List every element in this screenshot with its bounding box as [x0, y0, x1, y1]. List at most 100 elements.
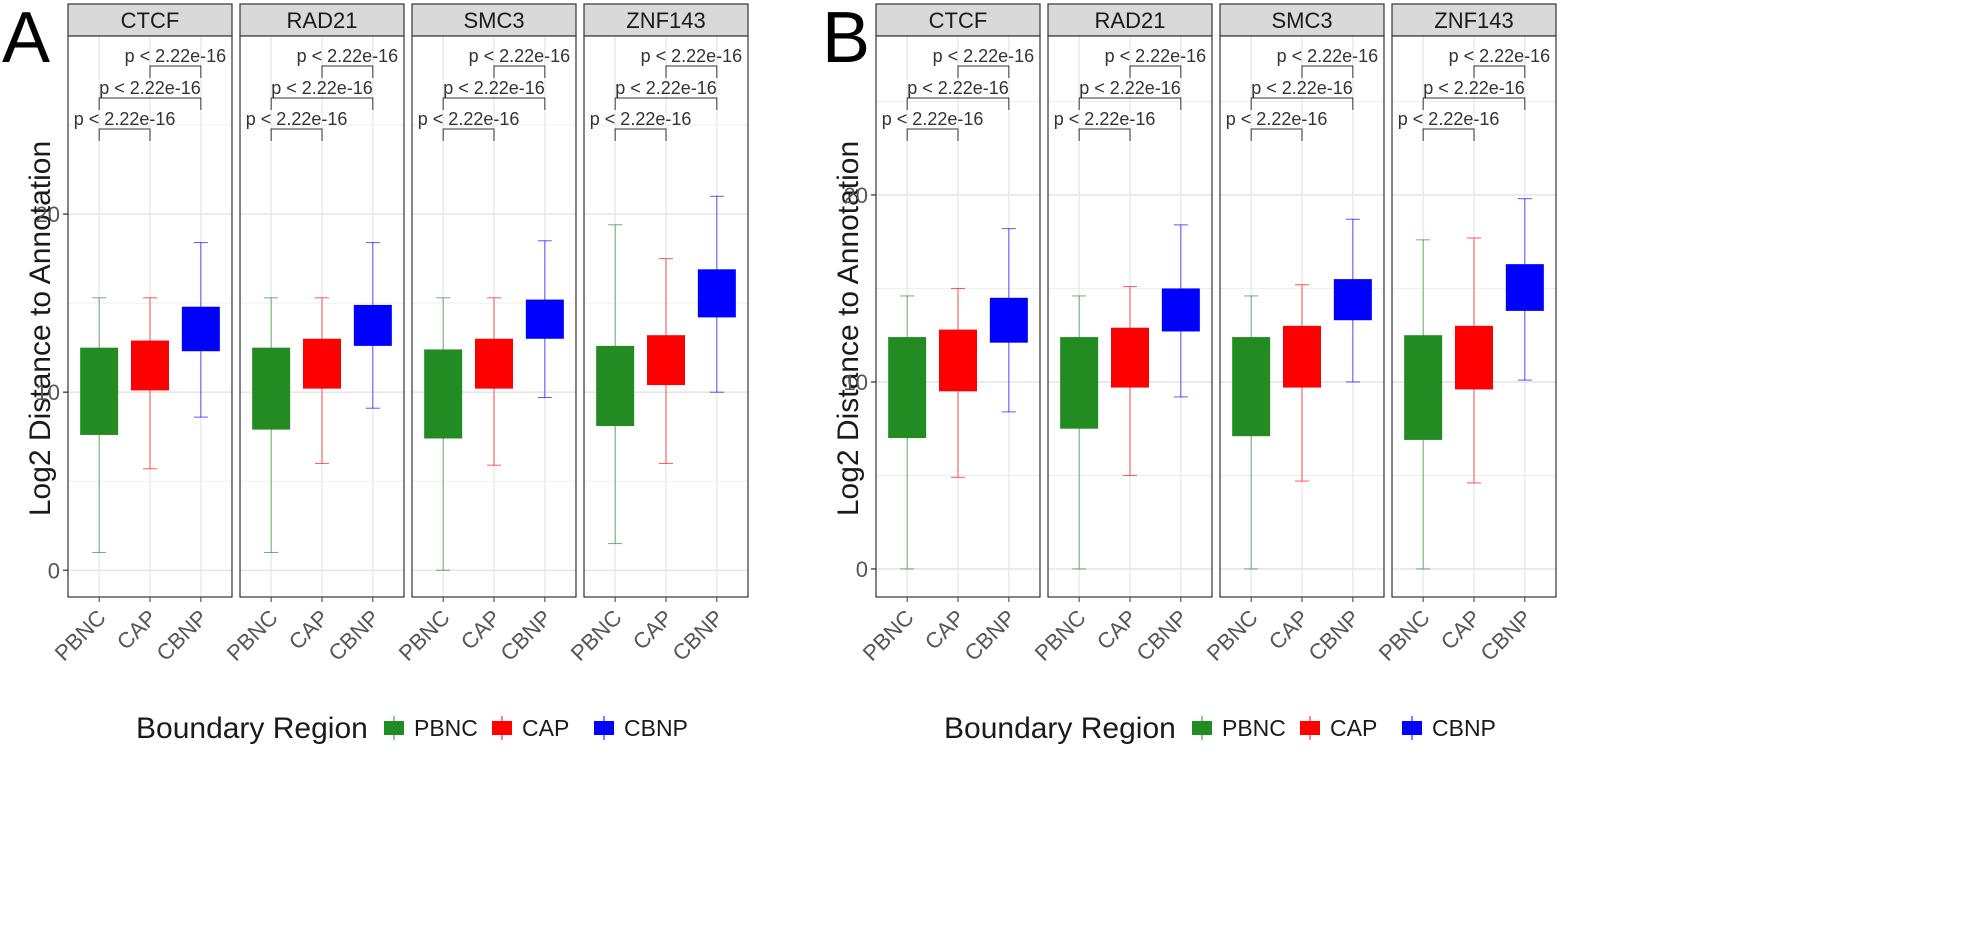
x-tick-label: CBNP [667, 605, 728, 666]
legend-item-label: PBNC [414, 715, 478, 741]
x-tick-label: PBNC [50, 605, 111, 666]
significance-bracket [149, 65, 202, 78]
box-pbnc [1232, 337, 1271, 437]
box-pbnc [424, 349, 463, 439]
significance-bracket [98, 128, 151, 141]
x-tick-label: CBNP [1131, 605, 1192, 666]
box-pbnc [1404, 335, 1443, 440]
box-cap [475, 338, 513, 389]
significance-bracket [1250, 128, 1303, 141]
facet-title: CTCF [121, 8, 180, 33]
box-pbnc [596, 345, 635, 427]
significance-bracket [614, 128, 667, 141]
p-value-label: p < 2.22e-16 [443, 78, 545, 98]
significance-bracket [906, 128, 959, 141]
p-value-label: p < 2.22e-16 [1449, 46, 1551, 66]
p-value-label: p < 2.22e-16 [641, 46, 743, 66]
legend-item-label: CAP [522, 715, 569, 741]
significance-bracket [1301, 65, 1354, 78]
x-tick-label: PBNC [566, 605, 627, 666]
box-pbnc [1060, 337, 1099, 429]
box-pbnc [252, 347, 291, 430]
legend-item-label: PBNC [1222, 715, 1286, 741]
legend-item-label: CAP [1330, 715, 1377, 741]
box-cap [1283, 325, 1321, 388]
p-value-label: p < 2.22e-16 [74, 109, 176, 129]
p-value-label: p < 2.22e-16 [418, 109, 520, 129]
panel-label: A [2, 0, 50, 78]
facet-strip [239, 3, 405, 37]
significance-bracket [98, 97, 202, 110]
y-axis-label: Log2 Distance to Annotation [832, 141, 865, 516]
x-tick-label: CBNP [1303, 605, 1364, 666]
significance-bracket [442, 97, 546, 110]
p-value-label: p < 2.22e-16 [615, 78, 717, 98]
legend-item-label: CBNP [1432, 715, 1496, 741]
box-cbnp [181, 306, 220, 352]
p-value-label: p < 2.22e-16 [1251, 78, 1353, 98]
legend-title: Boundary Region [944, 712, 1176, 745]
box-cbnp [1161, 288, 1200, 332]
facet-title: SMC3 [463, 8, 524, 33]
y-axis-label: Log2 Distance to Annotation [24, 141, 57, 516]
y-tick-label: 10 [844, 370, 868, 395]
box-cbnp [525, 299, 564, 339]
box-cbnp [1333, 279, 1372, 321]
p-value-label: p < 2.22e-16 [99, 78, 201, 98]
p-value-label: p < 2.22e-16 [1277, 46, 1379, 66]
significance-bracket [1422, 128, 1475, 141]
facet-ctcf: CTCF p < 2.22e-16 p < 2.22e-16 p < 2.22e-16… [858, 3, 1041, 666]
x-tick-label: PBNC [1374, 605, 1435, 666]
significance-bracket [1078, 97, 1182, 110]
significance-bracket [1473, 65, 1526, 78]
box-cap [647, 335, 685, 386]
p-value-label: p < 2.22e-16 [297, 46, 399, 66]
significance-bracket [270, 97, 374, 110]
box-cap [131, 340, 169, 391]
significance-bracket [493, 65, 546, 78]
facet-strip [1047, 3, 1213, 37]
x-tick-label: PBNC [858, 605, 919, 666]
panel-label: B [822, 0, 870, 78]
facet-title: SMC3 [1271, 8, 1332, 33]
x-tick-label: CBNP [151, 605, 212, 666]
p-value-label: p < 2.22e-16 [1398, 109, 1500, 129]
legend-key-cap [1300, 721, 1320, 735]
p-value-label: p < 2.22e-16 [469, 46, 571, 66]
facet-title: RAD21 [1095, 8, 1166, 33]
legend-key-cbnp [594, 721, 614, 735]
y-tick-label: 0 [856, 557, 868, 582]
x-tick-label: PBNC [1202, 605, 1263, 666]
box-cap [1111, 327, 1149, 388]
legend-key-cbnp [1402, 721, 1422, 735]
significance-bracket [665, 65, 718, 78]
significance-bracket [1129, 65, 1182, 78]
x-tick-label: CBNP [959, 605, 1020, 666]
p-value-label: p < 2.22e-16 [1226, 109, 1328, 129]
significance-bracket [442, 128, 495, 141]
x-tick-label: PBNC [222, 605, 283, 666]
x-tick-label: CBNP [323, 605, 384, 666]
significance-bracket [614, 97, 718, 110]
box-cap [1455, 325, 1493, 390]
facet-znf143: ZNF143 p < 2.22e-16 p < 2.22e-16 p < 2.22e-… [1374, 3, 1557, 666]
legend-key-pbnc [1192, 721, 1212, 735]
facet-strip [67, 3, 233, 37]
significance-bracket [957, 65, 1010, 78]
p-value-label: p < 2.22e-16 [882, 109, 984, 129]
facet-strip [583, 3, 749, 37]
significance-bracket [1422, 97, 1526, 110]
p-value-label: p < 2.22e-16 [1105, 46, 1207, 66]
facet-strip [411, 3, 577, 37]
legend-key-pbnc [384, 721, 404, 735]
p-value-label: p < 2.22e-16 [246, 109, 348, 129]
p-value-label: p < 2.22e-16 [1054, 109, 1156, 129]
facet-znf143: ZNF143 p < 2.22e-16 p < 2.22e-16 p < 2.22e-… [566, 3, 749, 666]
box-pbnc [80, 347, 119, 435]
facet-title: CTCF [929, 8, 988, 33]
significance-bracket [1078, 128, 1131, 141]
facet-smc3: SMC3 p < 2.22e-16 p < 2.22e-16 p < 2.22e-16… [1202, 3, 1385, 666]
legend-title: Boundary Region [136, 712, 368, 745]
x-tick-label: CBNP [495, 605, 556, 666]
